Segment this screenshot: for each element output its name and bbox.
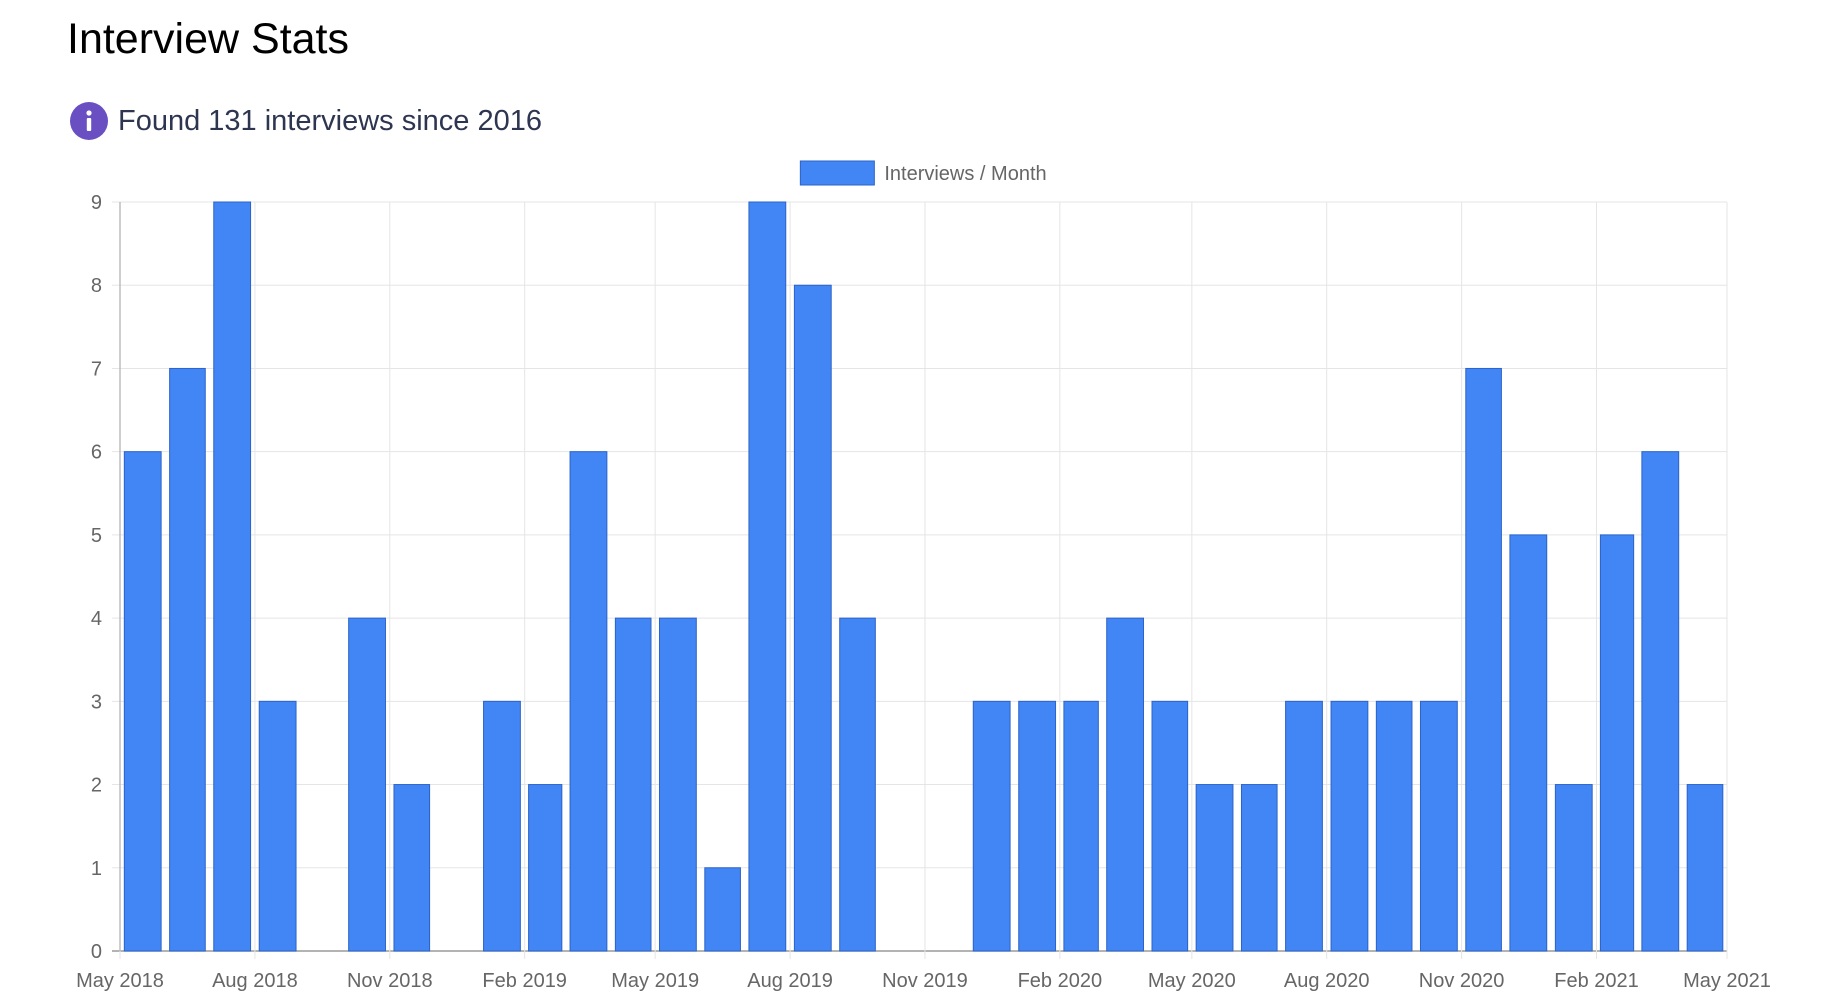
bar-2019-08[interactable] <box>793 284 832 952</box>
bar-2020-06[interactable] <box>1240 784 1278 952</box>
bar-2020-05[interactable] <box>1195 784 1234 952</box>
x-tick-label: May 2018 <box>76 970 164 992</box>
info-icon <box>70 102 108 140</box>
x-tick-label: Nov 2019 <box>882 970 968 992</box>
x-tick-label: May 2019 <box>611 970 699 992</box>
bar-2020-11[interactable] <box>1465 367 1502 952</box>
y-tick-labels: 0 1 2 3 4 5 6 7 8 9 <box>91 192 102 963</box>
bar-2019-03[interactable] <box>569 451 608 952</box>
bar-2018-05[interactable] <box>123 451 162 952</box>
bar-2020-01[interactable] <box>1018 700 1057 952</box>
bar-2020-09[interactable] <box>1375 700 1413 952</box>
y-tick-label: 3 <box>91 691 102 713</box>
x-tick-label: May 2021 <box>1683 970 1771 992</box>
x-tick-label: Aug 2019 <box>747 970 833 992</box>
info-message: Found 131 interviews since 2016 <box>70 102 542 140</box>
bar-2019-05[interactable] <box>658 617 697 952</box>
y-tick-label: 5 <box>91 525 102 547</box>
page-title: Interview Stats <box>67 15 349 63</box>
y-tick-label: 7 <box>91 358 102 380</box>
bar-2019-09[interactable] <box>839 617 876 952</box>
y-tick-label: 6 <box>91 442 102 464</box>
bar-2019-02[interactable] <box>528 784 563 952</box>
y-tick-label: 0 <box>91 941 102 963</box>
x-tick-labels: May 2018 Aug 2018 Nov 2018 Feb 2019 May 2019… <box>76 970 1771 992</box>
legend-swatch <box>799 160 875 186</box>
bar-2019-07[interactable] <box>748 201 787 952</box>
y-tick-label: 8 <box>91 275 102 297</box>
x-tick-label: Feb 2019 <box>482 970 567 992</box>
bar-2021-04[interactable] <box>1686 784 1724 952</box>
bar-2020-02[interactable] <box>1063 700 1099 952</box>
bar-2018-11[interactable] <box>393 784 431 952</box>
x-tick-label: Feb 2020 <box>1018 970 1103 992</box>
bar-2019-12[interactable] <box>972 700 1011 952</box>
bar-2018-10[interactable] <box>348 617 386 952</box>
x-tick-label: Feb 2021 <box>1554 970 1639 992</box>
bar-2019-01[interactable] <box>483 700 521 952</box>
bar-2020-03[interactable] <box>1106 617 1145 952</box>
chart-legend[interactable]: Interviews / Month <box>799 160 1047 186</box>
bar-2018-06[interactable] <box>169 367 206 952</box>
interview-count-text: Found 131 interviews since 2016 <box>118 105 542 137</box>
bar-2018-08[interactable] <box>258 700 297 952</box>
y-tick-label: 2 <box>91 775 102 797</box>
bar-2019-06[interactable] <box>704 867 741 952</box>
y-tick-label: 9 <box>91 192 102 214</box>
bars <box>123 201 1724 952</box>
bar-2019-04[interactable] <box>614 617 652 952</box>
bar-2020-07[interactable] <box>1285 700 1323 952</box>
x-tick-label: Aug 2020 <box>1284 970 1370 992</box>
y-tick-label: 4 <box>91 608 102 630</box>
bar-2020-04[interactable] <box>1151 700 1189 952</box>
bar-2021-03[interactable] <box>1641 451 1680 952</box>
grid-lines <box>112 201 1728 959</box>
x-tick-label: Nov 2020 <box>1419 970 1505 992</box>
legend-label: Interviews / Month <box>884 163 1046 185</box>
bar-2021-01[interactable] <box>1554 784 1593 952</box>
bar-2020-08[interactable] <box>1330 700 1369 952</box>
x-tick-label: May 2020 <box>1148 970 1236 992</box>
interviews-bar-chart: Interviews / Month 0 1 2 3 4 5 6 7 8 9 May 2018 Au… <box>76 160 1771 992</box>
bar-2020-12[interactable] <box>1509 534 1548 952</box>
x-tick-label: Nov 2018 <box>347 970 433 992</box>
bar-2020-10[interactable] <box>1419 700 1458 952</box>
bar-2018-07[interactable] <box>213 201 252 952</box>
y-tick-label: 1 <box>91 858 102 880</box>
x-tick-label: Aug 2018 <box>212 970 298 992</box>
bar-2021-02[interactable] <box>1599 534 1635 952</box>
